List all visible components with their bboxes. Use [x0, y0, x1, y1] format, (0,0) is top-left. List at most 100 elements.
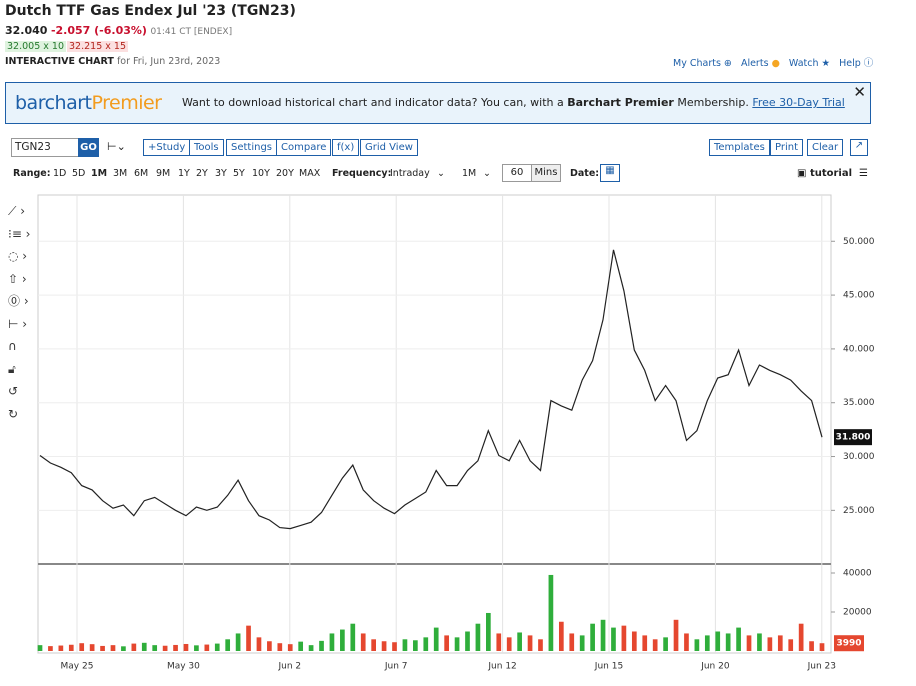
- volume-bar: [590, 623, 595, 651]
- y-tick-label: 45.000: [843, 291, 875, 301]
- volume-bar: [663, 637, 668, 651]
- toolbar-button[interactable]: Clear: [807, 139, 844, 156]
- volume-bar: [58, 645, 64, 651]
- volume-bar: [569, 633, 575, 651]
- volume-bar: [433, 627, 439, 651]
- y-tick-label: 25.000: [843, 506, 875, 516]
- banner-text: Membership.: [677, 96, 749, 109]
- range-option[interactable]: MAX: [299, 168, 321, 179]
- volume-tick-label: 20000: [843, 607, 872, 617]
- x-tick-label: May 25: [61, 662, 94, 672]
- drawing-tools[interactable]: ⟋ › ⁝≡ › ◌ › ⇧ › ⓪ › ⊢ › ∩ 🔓︎ ↺ ↻: [8, 204, 31, 421]
- volume-bar: [548, 574, 554, 651]
- frequency[interactable]: Intraday: [390, 168, 430, 179]
- range-option[interactable]: 9M: [156, 168, 171, 179]
- toolbar-button[interactable]: f(x): [332, 139, 360, 156]
- go-button[interactable]: GO: [78, 138, 99, 157]
- close[interactable]: ✕: [853, 83, 866, 101]
- volume-bar: [225, 639, 231, 651]
- volume-bar: [538, 639, 543, 651]
- range-option[interactable]: 20Y: [276, 168, 294, 179]
- volume-bar: [413, 640, 418, 651]
- volume-bar: [256, 637, 262, 651]
- range-option[interactable]: 5Y: [233, 168, 245, 179]
- volume-bar: [558, 621, 564, 651]
- volume-bar: [757, 633, 762, 651]
- banner-link[interactable]: Free 30-Day Trial: [752, 96, 845, 109]
- price: 32.040: [5, 24, 48, 37]
- volume-bar: [371, 639, 376, 651]
- x-tick-label: Jun 2: [277, 662, 301, 672]
- range-option[interactable]: 1Y: [178, 168, 190, 179]
- volume-bar: [423, 637, 429, 651]
- volume-bar: [809, 641, 814, 651]
- volume-bar: [152, 645, 158, 651]
- volume-bar: [392, 642, 397, 651]
- link[interactable]: Help: [839, 58, 861, 69]
- volume-bar: [684, 633, 689, 651]
- banner-strong: Barchart Premier: [567, 96, 674, 109]
- volume-bar: [517, 632, 522, 651]
- expand[interactable]: ↗: [850, 139, 868, 156]
- toolbar-button[interactable]: Grid View: [360, 139, 418, 156]
- volume-bar: [767, 637, 773, 651]
- volume-bar: [246, 625, 251, 651]
- volume-bar: [736, 627, 741, 651]
- volume-bar: [673, 619, 679, 651]
- volume-bar: [715, 631, 721, 651]
- range-label: Range:: [13, 168, 51, 179]
- range-option[interactable]: 10Y: [252, 168, 270, 179]
- volume-bar: [694, 639, 700, 651]
- volume-bar: [579, 635, 585, 651]
- chart-frame: [37, 194, 832, 654]
- range-option[interactable]: 3M: [113, 168, 128, 179]
- toolbar-button[interactable]: Templates: [709, 139, 770, 156]
- range-option[interactable]: 2Y: [196, 168, 208, 179]
- volume-bar: [788, 639, 794, 651]
- calendar[interactable]: ▦: [600, 164, 620, 182]
- link[interactable]: Watch: [788, 58, 819, 69]
- range-option[interactable]: 6M: [134, 168, 149, 179]
- bar-type[interactable]: ⊢⌄: [107, 140, 126, 153]
- range-option[interactable]: 1D: [53, 168, 67, 179]
- range-option[interactable]: 1M: [91, 168, 108, 179]
- toolbar-button[interactable]: Tools: [189, 139, 224, 156]
- toolbar-button[interactable]: Print: [770, 139, 804, 156]
- volume-bar: [298, 641, 304, 651]
- title: Dutch TTF Gas Endex Jul '23 (TGN23): [5, 3, 296, 19]
- volume-bar: [402, 639, 408, 651]
- volume-bar: [329, 633, 335, 651]
- volume-bar: [214, 643, 220, 651]
- volume-bar: [527, 635, 533, 651]
- volume-bar: [173, 644, 178, 651]
- volume-bar: [287, 644, 293, 651]
- interval[interactable]: 1M: [462, 168, 477, 179]
- volume-bar: [360, 633, 366, 651]
- range-option[interactable]: 3Y: [215, 168, 227, 179]
- brand: barchart: [15, 92, 92, 114]
- volume-bar: [454, 637, 460, 651]
- volume-tick-label: 40000: [843, 568, 872, 578]
- volume-bar: [183, 643, 189, 651]
- last-price-label: 31.800: [836, 433, 871, 443]
- link[interactable]: Alerts: [740, 58, 769, 69]
- x-tick-label: Jun 23: [807, 662, 836, 672]
- volume-bar: [110, 645, 116, 651]
- toolbar-button[interactable]: Compare: [276, 139, 332, 156]
- volume-bar: [68, 644, 74, 651]
- tutorial[interactable]: ▣ tutorial ☰: [797, 168, 868, 179]
- volume-bar: [642, 635, 648, 651]
- volume-bar: [267, 641, 272, 651]
- volume-bar: [277, 643, 283, 651]
- brand-accent: Premier: [91, 92, 163, 114]
- x-tick-label: May 30: [167, 662, 200, 672]
- volume-bar: [725, 633, 731, 651]
- volume-bar: [475, 623, 481, 651]
- volume-bar: [121, 646, 126, 651]
- volume-bar: [340, 629, 345, 651]
- volume-bar: [798, 623, 804, 651]
- range-option[interactable]: 5D: [72, 168, 86, 179]
- link[interactable]: My Charts: [673, 58, 721, 69]
